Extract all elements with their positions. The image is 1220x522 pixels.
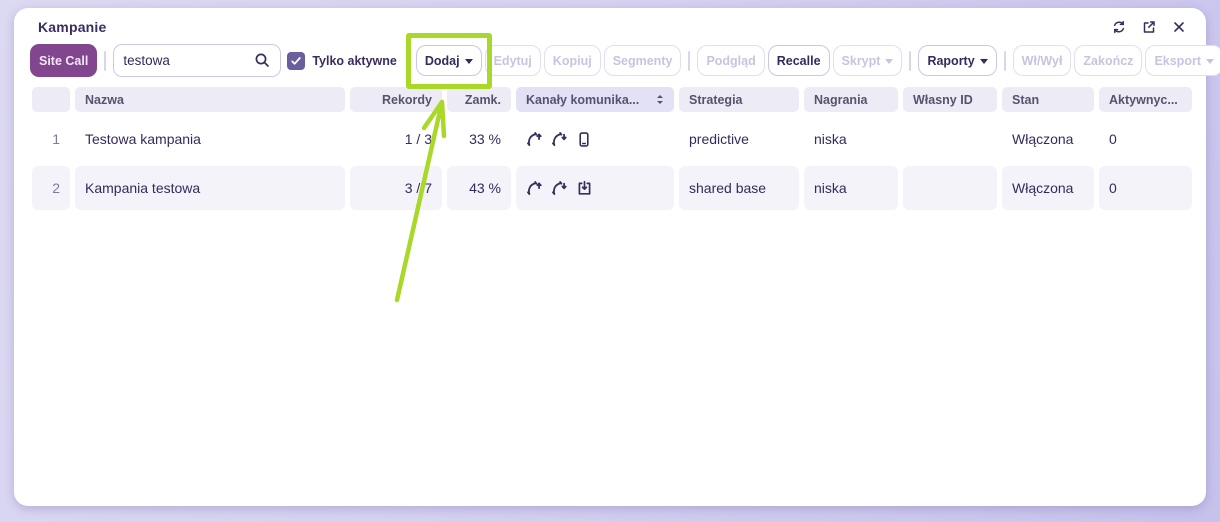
col-strategy[interactable]: Strategia	[679, 87, 799, 112]
active-count: 0	[1099, 166, 1192, 210]
chevron-down-icon	[885, 58, 894, 64]
state-value: Włączona	[1012, 131, 1074, 147]
site-call-button[interactable]: Site Call	[30, 44, 98, 77]
col-name[interactable]: Nazwa	[75, 87, 345, 112]
skrypt-button[interactable]: Skrypt	[832, 45, 903, 76]
refresh-button[interactable]	[1110, 18, 1128, 36]
col-recordings[interactable]: Nagrania	[804, 87, 898, 112]
col-closed[interactable]: Zamk.	[447, 87, 511, 112]
records-value: 3 / 7	[350, 166, 442, 210]
phone-inbound-icon	[552, 131, 567, 146]
col-rownum	[32, 87, 70, 112]
title-bar: Kampanie	[14, 8, 1206, 38]
phone-outbound-icon	[527, 131, 542, 146]
message-inbox-icon	[578, 180, 591, 195]
wl-wyl-button[interactable]: Wł/Wył	[1012, 45, 1072, 76]
table-header-row: Nazwa Rekordy Zamk. Kanały komunika... S…	[32, 87, 1192, 112]
campaign-name[interactable]: Testowa kampania	[85, 131, 201, 147]
toolbar-divider	[1003, 50, 1006, 71]
close-icon	[1174, 22, 1184, 32]
table-row[interactable]: 2 Kampania testowa 3 / 7 43 % shared bas…	[32, 166, 1192, 210]
chevron-down-icon	[1205, 58, 1214, 64]
closed-percent: 33 %	[469, 131, 501, 147]
recalle-button[interactable]: Recalle	[767, 45, 830, 76]
refresh-icon	[1113, 20, 1125, 34]
strategy-value: predictive	[689, 131, 749, 147]
only-active-filter[interactable]: Tylko aktywne	[287, 51, 397, 70]
kopiuj-button[interactable]: Kopiuj	[543, 45, 601, 76]
records-value: 1 / 3	[404, 131, 432, 147]
segmenty-button[interactable]: Segmenty	[603, 45, 682, 76]
own-id-value	[903, 166, 997, 210]
col-own-id[interactable]: Własny ID	[903, 87, 997, 112]
dodaj-button[interactable]: Dodaj	[415, 45, 482, 76]
col-state[interactable]: Stan	[1002, 87, 1094, 112]
eksport-button[interactable]: Eksport	[1145, 45, 1220, 76]
phone-inbound-icon	[552, 180, 567, 195]
dodaj-label: Dodaj	[424, 53, 460, 68]
window-controls	[1110, 18, 1188, 36]
col-active[interactable]: Aktywnyc...	[1099, 87, 1192, 112]
edytuj-button[interactable]: Edytuj	[484, 45, 541, 76]
col-channels[interactable]: Kanały komunika...	[516, 87, 674, 112]
toolbar-divider	[688, 50, 691, 71]
close-button[interactable]	[1170, 18, 1188, 36]
state-value: Włączona	[1002, 166, 1094, 210]
kampanie-window: Kampanie Site Call	[14, 8, 1220, 506]
campaign-table: Nazwa Rekordy Zamk. Kanały komunika... S…	[14, 85, 1206, 210]
checkbox-checked-icon[interactable]	[287, 51, 306, 70]
checkbox-label: Tylko aktywne	[312, 53, 397, 68]
search-input[interactable]	[123, 53, 249, 68]
sort-icon	[657, 95, 663, 104]
channel-icons	[516, 117, 674, 161]
checkmark-icon	[291, 56, 302, 65]
campaign-name[interactable]: Kampania testowa	[75, 166, 345, 210]
toolbar: Site Call Tylko aktywne Dodaj	[14, 33, 1220, 303]
raporty-label: Raporty	[927, 53, 975, 68]
phone-outbound-icon	[527, 180, 542, 195]
recordings-value: niska	[814, 131, 847, 147]
zakoncz-button[interactable]: Zakończ	[1074, 45, 1143, 76]
chevron-down-icon	[464, 58, 473, 64]
search-icon[interactable]	[254, 52, 271, 69]
raporty-button[interactable]: Raporty	[918, 45, 997, 76]
chevron-down-icon	[979, 58, 988, 64]
strategy-value: shared base	[679, 166, 799, 210]
dodaj-annotation-anchor: Dodaj	[394, 33, 492, 303]
toolbar-divider	[104, 50, 107, 71]
window-title: Kampanie	[38, 19, 107, 35]
col-records[interactable]: Rekordy	[350, 87, 442, 112]
col-channels-label: Kanały komunika...	[526, 92, 640, 107]
open-in-new-window-icon	[1143, 21, 1155, 33]
eksport-label: Eksport	[1154, 53, 1201, 68]
toolbar-divider	[909, 50, 912, 71]
toolbar-divider	[406, 50, 409, 71]
row-number: 2	[32, 166, 70, 210]
skrypt-label: Skrypt	[841, 53, 881, 68]
channel-icons	[516, 166, 674, 210]
podglad-button[interactable]: Podgląd	[697, 45, 765, 76]
open-in-new-window-button[interactable]	[1140, 18, 1158, 36]
search-box[interactable]	[113, 44, 282, 77]
own-id-value	[903, 117, 997, 161]
mobile-phone-icon	[579, 131, 589, 147]
recordings-value: niska	[804, 166, 898, 210]
table-row[interactable]: 1 Testowa kampania 1 / 3 33 % predictive…	[32, 117, 1192, 161]
active-count: 0	[1109, 131, 1117, 147]
closed-percent: 43 %	[447, 166, 511, 210]
row-number: 1	[52, 131, 60, 147]
